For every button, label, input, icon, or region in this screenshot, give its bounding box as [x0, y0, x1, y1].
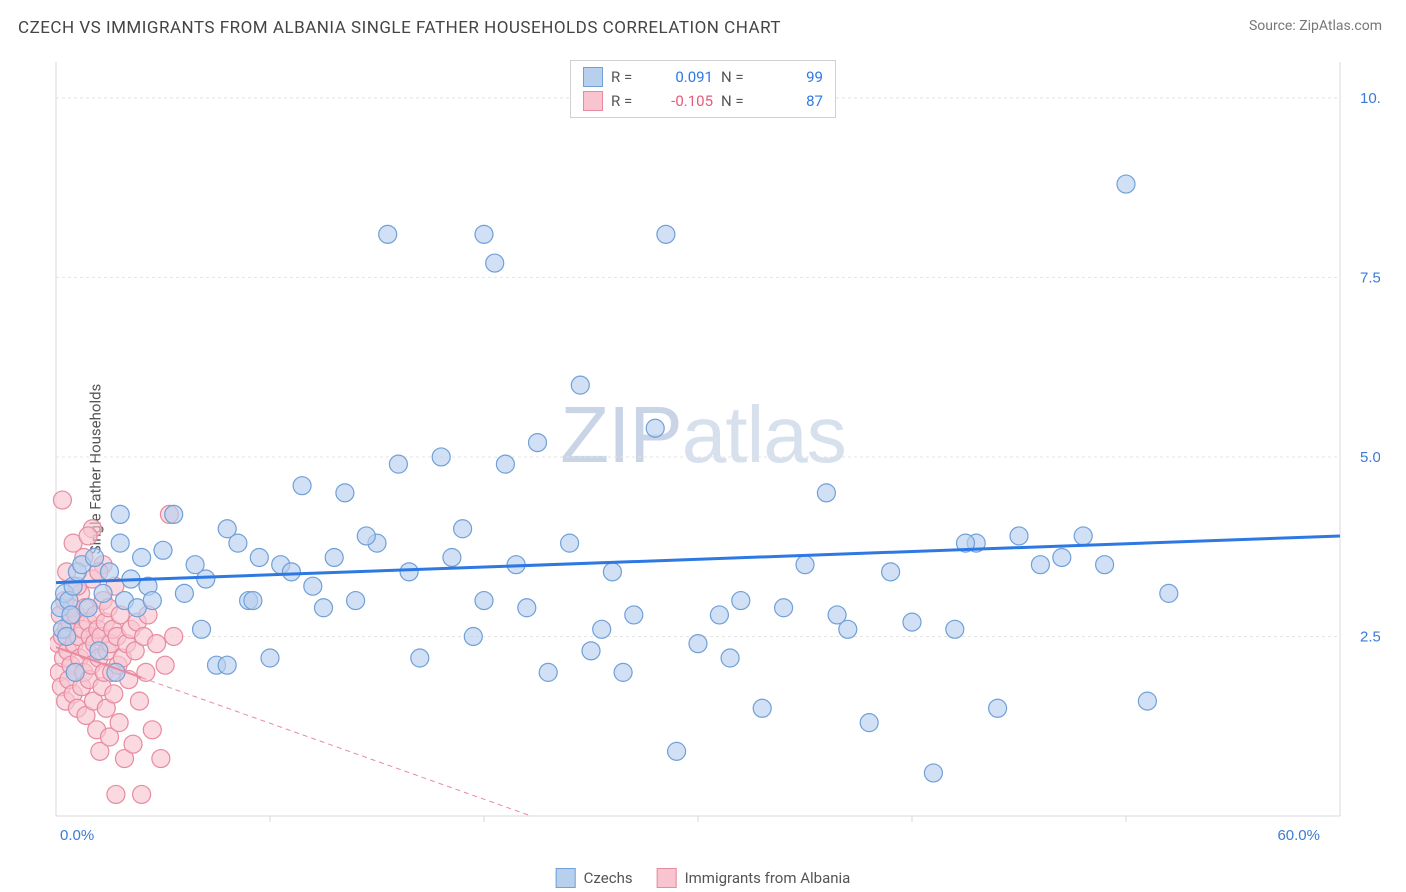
legend-item-czechs: Czechs	[556, 868, 633, 888]
source-link[interactable]: ZipAtlas.com	[1299, 18, 1382, 34]
chart-source: Source: ZipAtlas.com	[1249, 18, 1382, 34]
chart-header: CZECH VS IMMIGRANTS FROM ALBANIA SINGLE …	[0, 0, 1406, 44]
swatch-albania	[583, 91, 603, 111]
r-value-czechs: 0.091	[653, 68, 713, 86]
r-value-albania: -0.105	[653, 92, 713, 110]
chart-area: Single Father Households ZIPatlas 2.5%5.…	[0, 46, 1406, 892]
scatter-plot: 2.5% 5.0% 7.5% 10.0% 0.0% 60.0%	[50, 56, 1380, 846]
svg-text:10.0%: 10.0%	[1360, 90, 1380, 107]
swatch-czechs	[583, 67, 603, 87]
svg-text:0.0%: 0.0%	[60, 827, 94, 844]
svg-text:7.5%: 7.5%	[1360, 269, 1380, 286]
n-value-czechs: 99	[763, 68, 823, 86]
n-value-albania: 87	[763, 92, 823, 110]
svg-text:5.0%: 5.0%	[1360, 449, 1380, 466]
svg-text:2.5%: 2.5%	[1360, 628, 1380, 645]
legend-row-czechs: R = 0.091 N = 99	[583, 65, 823, 89]
legend-item-albania: Immigrants from Albania	[657, 868, 851, 888]
chart-title: CZECH VS IMMIGRANTS FROM ALBANIA SINGLE …	[18, 18, 781, 38]
svg-text:60.0%: 60.0%	[1277, 827, 1320, 844]
series-legend: Czechs Immigrants from Albania	[556, 868, 851, 888]
swatch-albania-icon	[657, 868, 677, 888]
legend-row-albania: R = -0.105 N = 87	[583, 89, 823, 113]
correlation-legend: R = 0.091 N = 99 R = -0.105 N = 87	[570, 60, 836, 118]
swatch-czechs-icon	[556, 868, 576, 888]
